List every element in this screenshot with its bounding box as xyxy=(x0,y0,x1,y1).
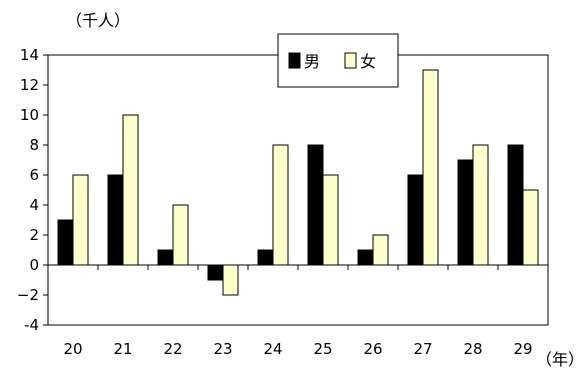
bar-female-24 xyxy=(272,144,289,266)
bar-male-20 xyxy=(57,219,74,266)
x-tick-label: 24 xyxy=(263,340,282,358)
x-tick-label: 23 xyxy=(213,340,232,358)
legend: 男 女 xyxy=(277,33,399,88)
bar-female-23 xyxy=(222,264,239,296)
y-tick-label: 8 xyxy=(29,136,39,154)
bar-female-22 xyxy=(172,204,189,266)
bar-female-29 xyxy=(522,189,539,266)
x-tick-label: 25 xyxy=(313,340,332,358)
x-tick-label: 27 xyxy=(413,340,432,358)
bar-female-26 xyxy=(372,234,389,266)
x-axis: 20 21 22 23 24 25 26 27 28 29 xyxy=(63,340,532,358)
y-tick-label: 2 xyxy=(29,226,39,244)
x-tick-label: 29 xyxy=(513,340,532,358)
bar-male-23 xyxy=(207,264,224,281)
bars xyxy=(57,69,539,296)
bar-male-28 xyxy=(457,159,474,266)
y-unit-label: （千人） xyxy=(66,11,130,30)
bar-female-27 xyxy=(422,69,439,266)
x-tick-label: 20 xyxy=(63,340,82,358)
bar-male-27 xyxy=(407,174,424,266)
y-tick-label: 0 xyxy=(29,256,39,274)
legend-label-male: 男 xyxy=(304,52,320,71)
y-axis: -4 −2 0 2 4 6 8 10 12 14 xyxy=(17,46,48,334)
x-tick-label: 22 xyxy=(163,340,182,358)
legend-swatch-female xyxy=(344,52,357,69)
bar-female-21 xyxy=(122,114,139,266)
bar-male-25 xyxy=(307,144,324,266)
y-tick-label: 6 xyxy=(29,166,39,184)
y-tick-label: 14 xyxy=(20,46,39,64)
bar-male-24 xyxy=(257,249,274,266)
x-tick-label: 26 xyxy=(363,340,382,358)
bar-male-26 xyxy=(357,249,374,266)
legend-swatch-male xyxy=(288,52,301,69)
y-tick-label: -4 xyxy=(24,316,39,334)
y-tick-label: 12 xyxy=(20,76,39,94)
bar-female-28 xyxy=(472,144,489,266)
x-tick-label: 21 xyxy=(113,340,132,358)
y-tick-label: 4 xyxy=(29,196,39,214)
bar-female-25 xyxy=(322,174,339,266)
bar-male-21 xyxy=(107,174,124,266)
x-unit-label: （年） xyxy=(536,350,582,369)
bar-male-29 xyxy=(507,144,524,266)
y-tick-label: 10 xyxy=(20,106,39,124)
x-tick-label: 28 xyxy=(463,340,482,358)
bar-female-20 xyxy=(72,174,89,266)
y-tick-label: −2 xyxy=(17,286,39,304)
legend-label-female: 女 xyxy=(360,52,376,71)
bar-male-22 xyxy=(157,249,174,266)
